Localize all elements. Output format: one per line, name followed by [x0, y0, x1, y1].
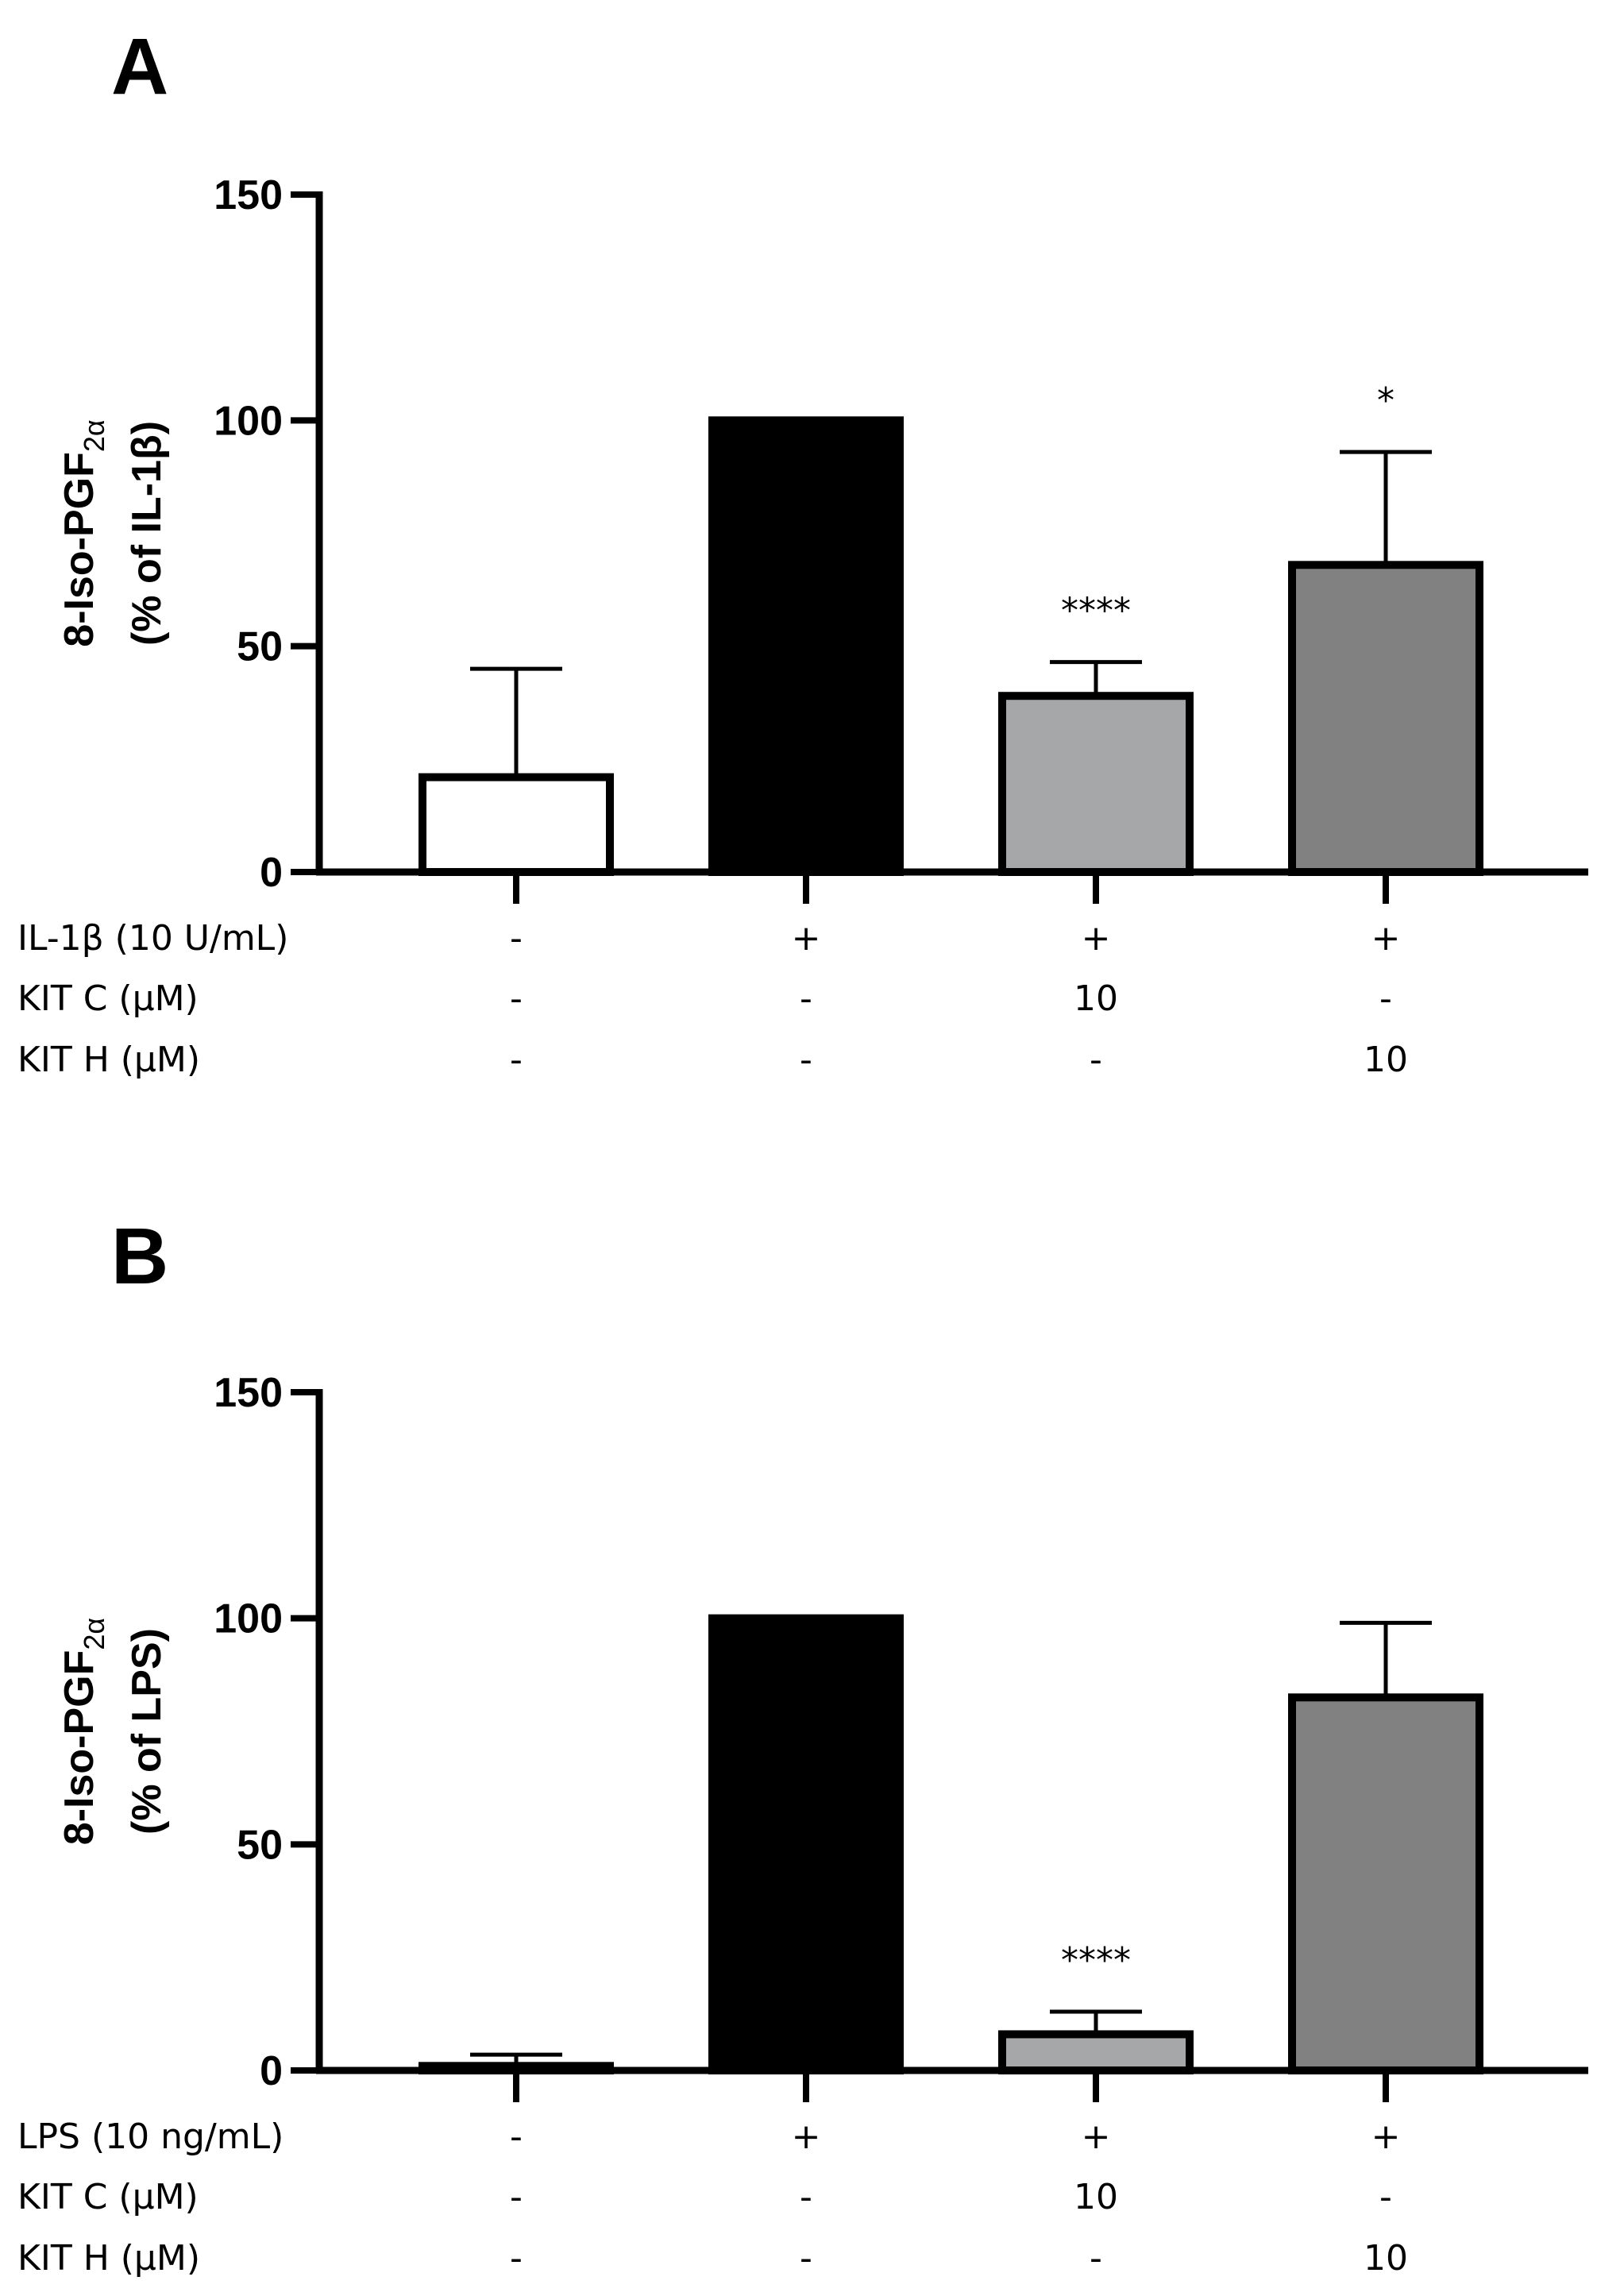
- condition-value: -: [1090, 2238, 1102, 2279]
- condition-value: -: [1090, 1040, 1102, 1080]
- bar: [419, 773, 614, 877]
- y-axis-title-line2: (% of IL-1β): [124, 421, 170, 646]
- condition-value: -: [1379, 2177, 1392, 2217]
- condition-label: LPS (10 ng/mL): [17, 2117, 284, 2157]
- panel-letter: B: [111, 1212, 168, 1301]
- condition-value: -: [510, 918, 523, 959]
- condition-label: KIT H (μM): [17, 2238, 200, 2279]
- y-tick-label: 150: [214, 172, 283, 218]
- y-axis-title-line2: (% of LPS): [124, 1628, 170, 1835]
- condition-label: KIT C (μM): [17, 978, 199, 1019]
- bar: [1288, 1693, 1483, 2075]
- condition-value: 10: [1364, 2238, 1408, 2279]
- significance-label: ****: [1061, 1940, 1131, 1981]
- y-tick-label: 150: [214, 1370, 283, 1416]
- condition-value: +: [1082, 918, 1111, 959]
- condition-value: -: [800, 2238, 812, 2279]
- condition-label: KIT C (μM): [17, 2177, 199, 2217]
- y-tick-label: 0: [260, 2048, 283, 2094]
- bar: [998, 692, 1194, 876]
- y-axis-title-subscript: 2α: [78, 419, 110, 452]
- condition-value: 10: [1074, 2177, 1118, 2217]
- y-axis-title-line1: 8-Iso-PGF2α: [56, 1618, 110, 1845]
- condition-value: -: [800, 1040, 812, 1080]
- condition-value: +: [1371, 2117, 1401, 2157]
- condition-value: -: [510, 2177, 523, 2217]
- significance-label: *: [1377, 380, 1394, 421]
- panel-letter: A: [111, 22, 168, 111]
- bar: [998, 2030, 1194, 2075]
- condition-value: -: [510, 1040, 523, 1080]
- condition-value: -: [800, 978, 812, 1019]
- y-tick-label: 50: [237, 624, 283, 670]
- bar: [1288, 561, 1483, 876]
- condition-value: +: [792, 918, 821, 959]
- bar: [708, 1614, 904, 2074]
- y-axis-title-main: 8-Iso-PGF: [56, 1650, 102, 1846]
- condition-value: 10: [1364, 1040, 1408, 1080]
- condition-label: IL-1β (10 U/mL): [17, 918, 288, 959]
- condition-value: -: [1379, 978, 1392, 1019]
- significance-label: ****: [1061, 591, 1131, 631]
- y-tick-label: 100: [214, 1596, 283, 1642]
- condition-value: 10: [1074, 978, 1118, 1019]
- y-axis-title-line1: 8-Iso-PGF2α: [56, 419, 110, 646]
- y-tick-label: 0: [260, 850, 283, 896]
- y-axis-title-main: 8-Iso-PGF: [56, 452, 102, 647]
- condition-value: -: [510, 2117, 523, 2157]
- panel-b: B 0 50 100 150 8-Iso-PGF2α (% of LPS) **** LPS (…: [17, 1212, 1588, 2279]
- condition-value: -: [800, 2177, 812, 2217]
- condition-value: -: [510, 978, 523, 1019]
- y-tick-label: 50: [237, 1822, 283, 1868]
- condition-label: KIT H (μM): [17, 1040, 200, 1080]
- y-axis-title-subscript: 2α: [78, 1618, 110, 1650]
- bar: [708, 416, 904, 876]
- condition-value: +: [792, 2117, 821, 2157]
- condition-value: -: [510, 2238, 523, 2279]
- y-tick-label: 100: [214, 398, 283, 444]
- condition-value: +: [1371, 918, 1401, 959]
- condition-value: +: [1082, 2117, 1111, 2157]
